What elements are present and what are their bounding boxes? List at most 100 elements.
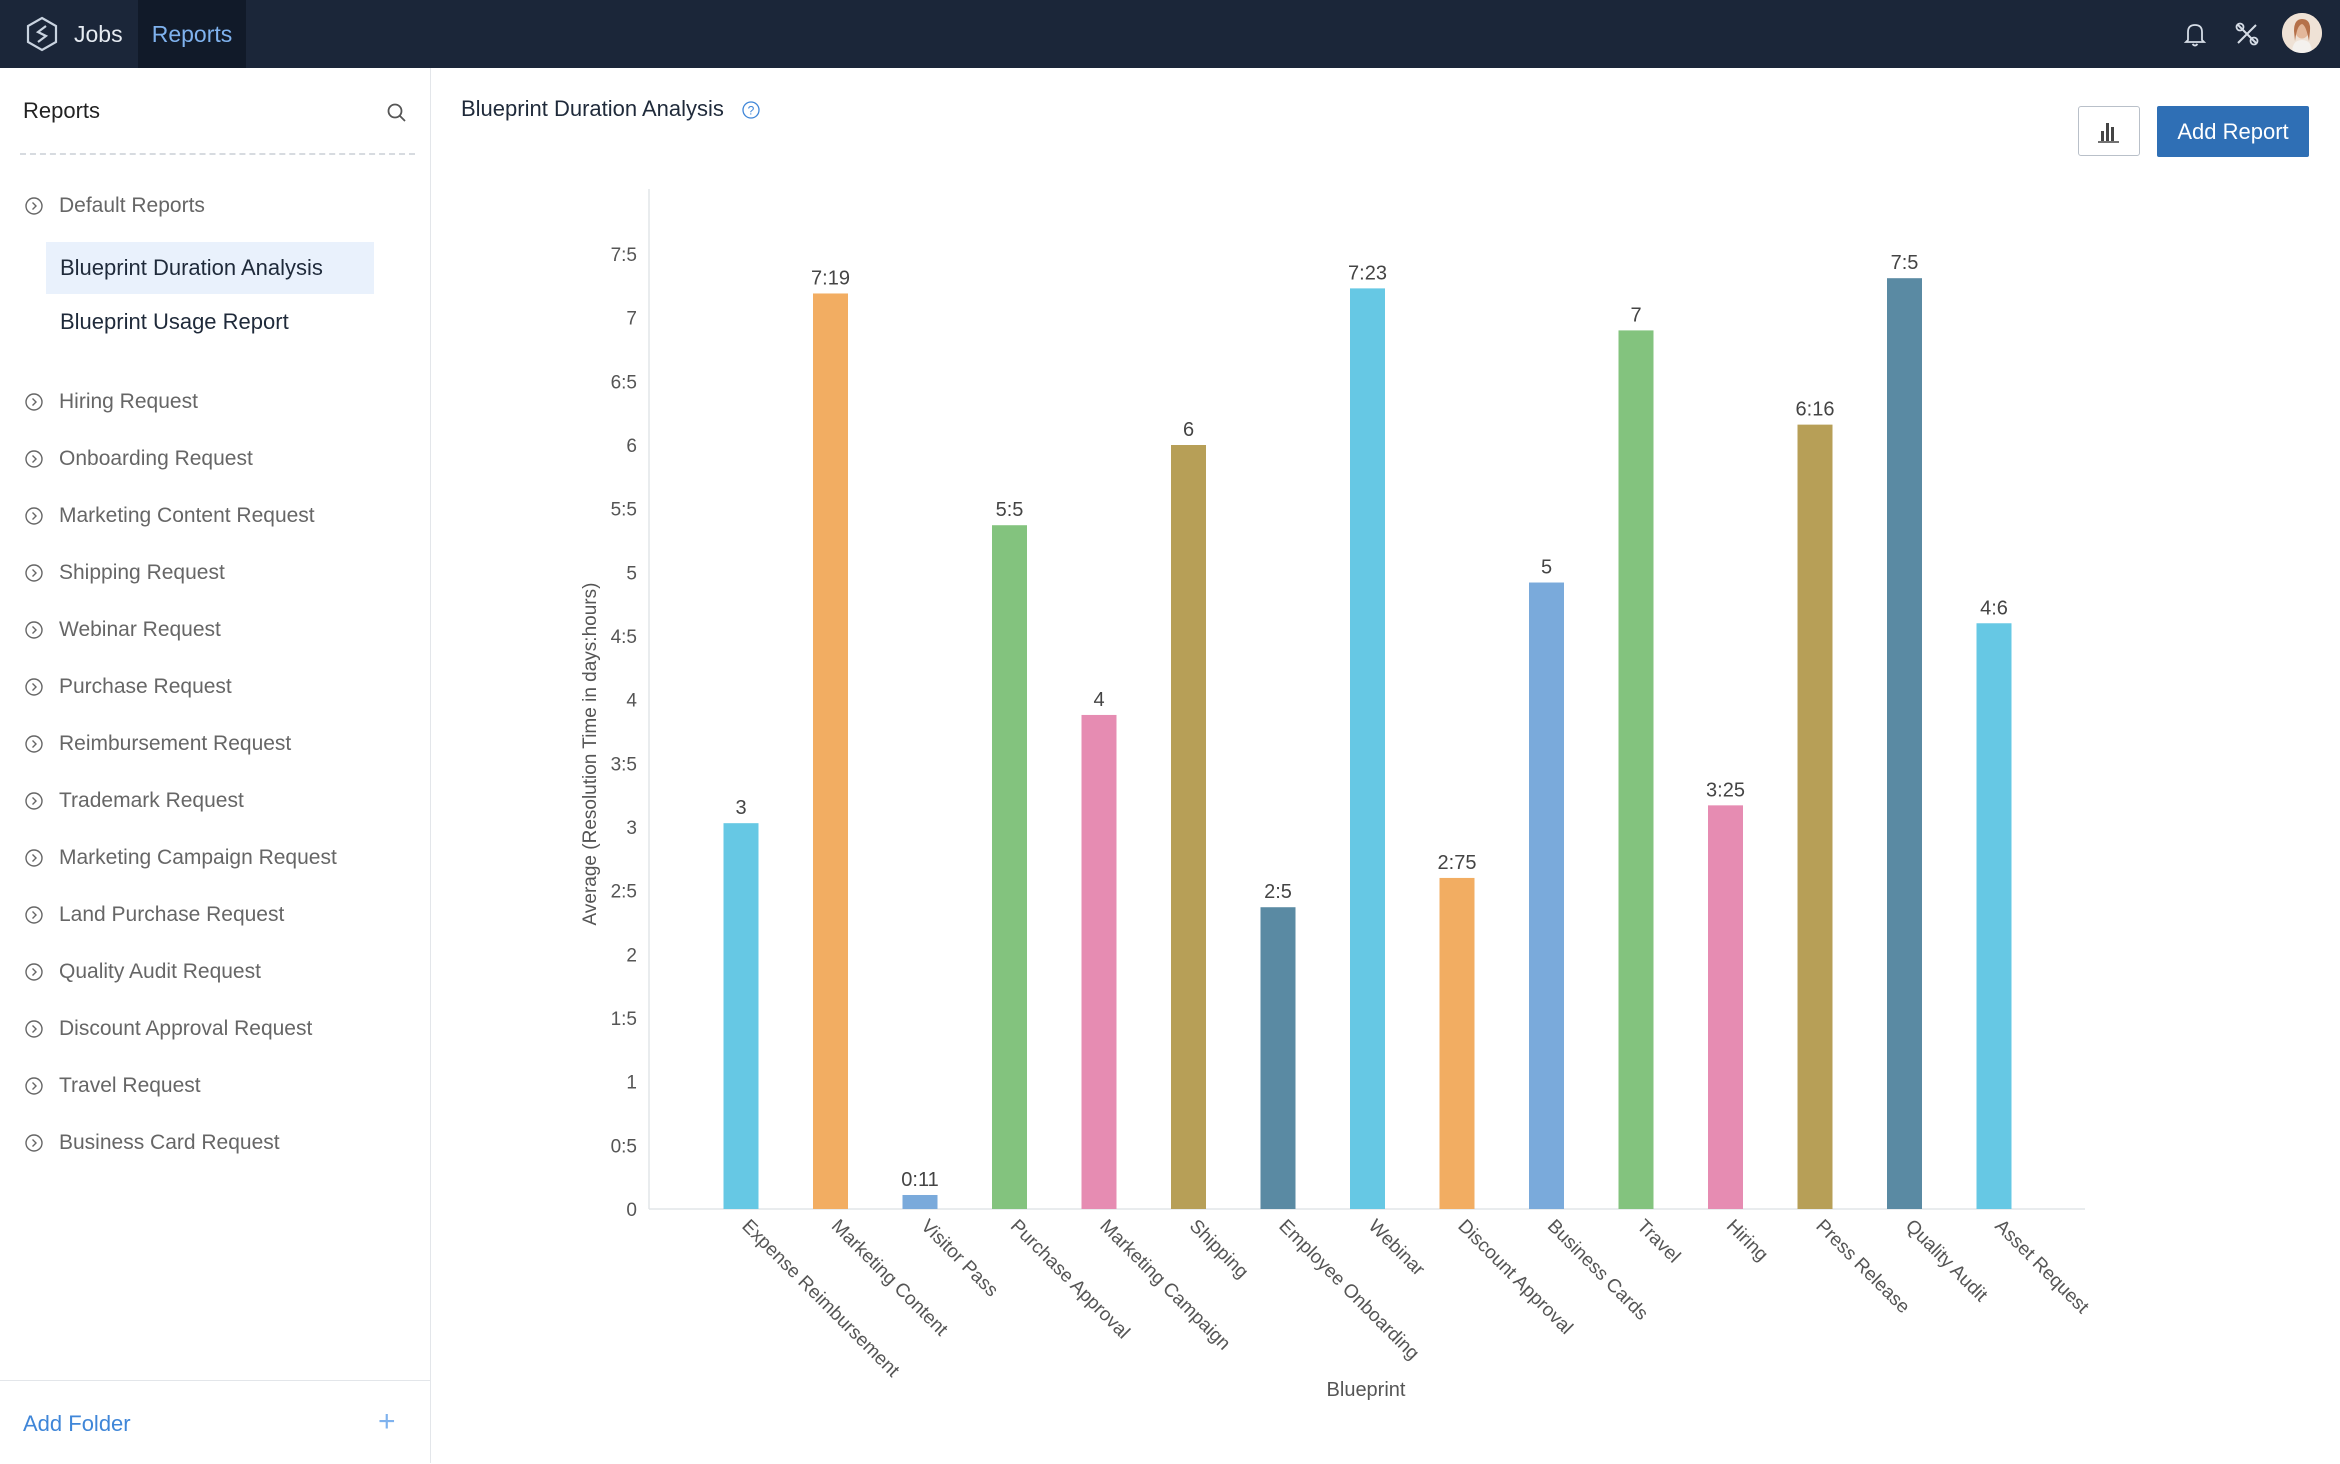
x-axis-title: Blueprint (1327, 1379, 1406, 1401)
sidebar-folder-label: Travel Request (59, 1074, 201, 1097)
x-tick-label: Visitor Pass (916, 1216, 1002, 1302)
reports-sidebar: Reports Default Reports Blueprint Durati… (0, 68, 431, 1463)
y-tick-label: 7:5 (611, 245, 637, 266)
sidebar-report-blueprint-usage-report[interactable]: Blueprint Usage Report (60, 309, 289, 334)
chevron-circle-icon (25, 849, 43, 867)
add-folder-plus-icon[interactable]: + (378, 1405, 396, 1438)
chevron-circle-icon (25, 507, 43, 525)
bar[interactable] (813, 293, 848, 1209)
sidebar-folder-label: Business Card Request (59, 1131, 280, 1154)
bar-value-label: 2:75 (1438, 852, 1477, 874)
y-tick-label: 5 (626, 563, 637, 584)
sidebar-folder-label: Marketing Content Request (59, 504, 315, 527)
search-icon[interactable] (384, 100, 410, 126)
sidebar-folder-label: Quality Audit Request (59, 960, 261, 983)
bar[interactable] (723, 823, 759, 1209)
x-tick-label: Quality Audit (1901, 1216, 1992, 1307)
sidebar-folder-reimbursement-request[interactable]: Reimbursement Request (24, 724, 291, 764)
chart-type-toggle-button[interactable] (2078, 106, 2140, 156)
y-tick-label: 6 (626, 436, 637, 457)
x-tick-label: Expense Reimbursement (737, 1216, 903, 1382)
bar[interactable] (1350, 288, 1385, 1209)
add-report-button[interactable]: Add Report (2157, 106, 2309, 157)
y-tick-label: 4 (626, 691, 637, 712)
chevron-circle-icon (25, 1077, 43, 1095)
bar-value-label: 3 (735, 797, 746, 819)
tab-reports[interactable]: Reports (138, 0, 246, 68)
sidebar-folder-land-purchase-request[interactable]: Land Purchase Request (24, 895, 284, 935)
chevron-circle-icon (25, 1134, 43, 1152)
page-title: Blueprint Duration Analysis (461, 96, 724, 121)
sidebar-folder-purchase-request[interactable]: Purchase Request (24, 667, 232, 707)
sidebar-report-blueprint-duration-analysis[interactable]: Blueprint Duration Analysis (46, 242, 374, 294)
y-tick-label: 0:5 (611, 1136, 637, 1157)
y-tick-label: 4:5 (611, 627, 637, 648)
bar[interactable] (1439, 877, 1475, 1209)
svg-text:?: ? (748, 104, 755, 118)
x-tick-label: Hiring (1722, 1216, 1772, 1266)
sidebar-folder-trademark-request[interactable]: Trademark Request (24, 781, 244, 821)
bar[interactable] (992, 525, 1027, 1209)
help-icon[interactable]: ? (741, 100, 761, 120)
y-tick-label: 3:5 (611, 754, 637, 775)
chevron-circle-icon (25, 1020, 43, 1038)
bar[interactable] (902, 1194, 938, 1209)
sidebar-folder-travel-request[interactable]: Travel Request (24, 1066, 201, 1106)
chevron-circle-icon (25, 735, 43, 753)
sidebar-folder-label: Marketing Campaign Request (59, 846, 337, 869)
bar[interactable] (1171, 445, 1206, 1209)
sidebar-title: Reports (23, 98, 101, 123)
y-tick-label: 0 (626, 1200, 637, 1221)
sidebar-folder-marketing-content-request[interactable]: Marketing Content Request (24, 496, 315, 536)
add-folder-link[interactable]: Add Folder (23, 1411, 131, 1436)
bar-value-label: 7:23 (1348, 262, 1387, 284)
bar[interactable] (1081, 714, 1117, 1209)
sidebar-folder-label: Webinar Request (59, 618, 221, 641)
bar-value-label: 4:6 (1980, 597, 2008, 619)
sidebar-folder-discount-approval-request[interactable]: Discount Approval Request (24, 1009, 312, 1049)
sidebar-folder-marketing-campaign-request[interactable]: Marketing Campaign Request (24, 838, 337, 878)
sidebar-folder-shipping-request[interactable]: Shipping Request (24, 553, 225, 593)
sidebar-folder-label: Purchase Request (59, 675, 232, 698)
sidebar-folder-label: Trademark Request (59, 789, 244, 812)
sidebar-folder-default-reports[interactable]: Default Reports (24, 186, 205, 226)
bell-icon[interactable] (2177, 16, 2213, 52)
tools-icon[interactable] (2229, 16, 2265, 52)
sidebar-folder-label: Discount Approval Request (59, 1017, 313, 1040)
sidebar-folder-label: Land Purchase Request (59, 903, 285, 926)
chevron-circle-icon (25, 963, 43, 981)
bar[interactable] (1618, 330, 1654, 1209)
bar[interactable] (1708, 805, 1743, 1209)
x-tick-label: Press Release (1811, 1216, 1913, 1318)
y-axis-title: Average (Resolution Time in days:hours) (580, 583, 601, 926)
tab-jobs[interactable]: Jobs (74, 21, 123, 47)
bar[interactable] (1887, 278, 1922, 1209)
sidebar-folder-onboarding-request[interactable]: Onboarding Request (24, 439, 253, 479)
bar[interactable] (1260, 907, 1296, 1209)
bar-value-label: 7 (1630, 304, 1641, 326)
sidebar-folder-label: Shipping Request (59, 561, 225, 584)
sidebar-divider (20, 153, 415, 155)
bar[interactable] (1529, 582, 1564, 1209)
bar-value-label: 7:19 (811, 267, 850, 289)
chevron-circle-icon (25, 792, 43, 810)
chevron-circle-icon (25, 197, 43, 215)
blueprint-duration-chart: 0 0:5 1 1:5 2 2:5 3 3:5 4 4:5 5 5:5 6 6:5 7 7:5 3 Expense… (580, 189, 2093, 1401)
sidebar-folder-quality-audit-request[interactable]: Quality Audit Request (24, 952, 261, 992)
bar[interactable] (1797, 424, 1833, 1209)
chevron-circle-icon (25, 621, 43, 639)
bar[interactable] (1976, 623, 2012, 1209)
bar-chart-icon (2098, 123, 2119, 143)
bar-value-label: 7:5 (1891, 252, 1919, 274)
avatar[interactable] (2282, 13, 2322, 53)
sidebar-folder-webinar-request[interactable]: Webinar Request (24, 610, 221, 650)
sidebar-folder-label: Default Reports (59, 194, 205, 217)
sidebar-folder-hiring-request[interactable]: Hiring Request (24, 382, 198, 422)
sidebar-folder-business-card-request[interactable]: Business Card Request (24, 1123, 280, 1163)
bar-value-label: 0:11 (901, 1169, 938, 1191)
y-tick-label: 1:5 (611, 1009, 637, 1030)
y-tick-label: 2:5 (611, 882, 637, 903)
sidebar-footer: Add Folder + (0, 1380, 430, 1464)
hexagon-logo-icon[interactable] (22, 14, 62, 54)
sidebar-folder-label: Hiring Request (59, 390, 198, 413)
